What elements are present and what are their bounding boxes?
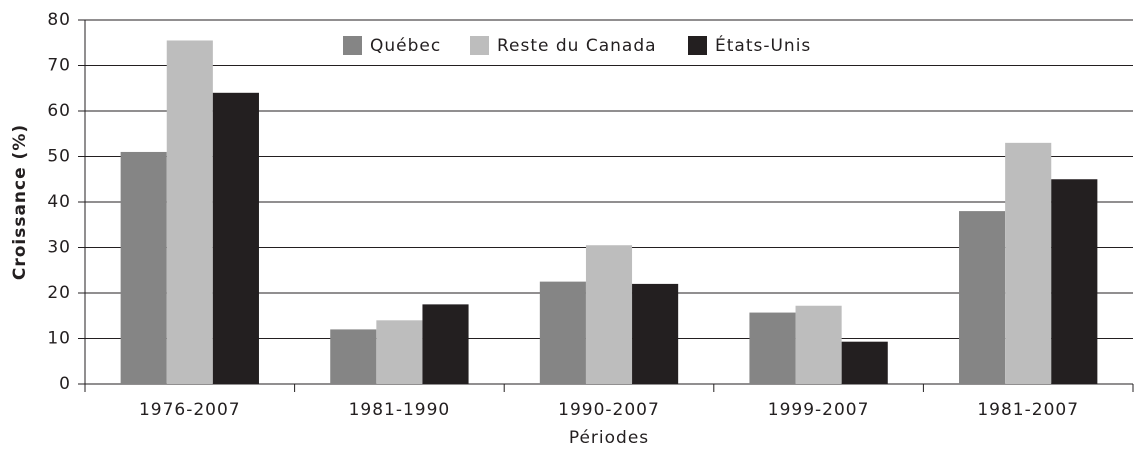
y-tick-label: 0 <box>59 374 71 394</box>
legend-label: Reste du Canada <box>497 36 657 56</box>
y-tick-label: 20 <box>47 283 71 303</box>
y-tick-label: 70 <box>47 56 71 76</box>
x-tick-label: 1990-2007 <box>558 400 660 420</box>
bar <box>841 341 888 384</box>
bar <box>1005 142 1052 384</box>
y-tick-label: 10 <box>47 329 71 349</box>
bar <box>376 320 423 384</box>
bar <box>539 281 586 384</box>
x-tick-label: 1981-1990 <box>349 400 451 420</box>
bar <box>422 304 469 384</box>
legend-background <box>330 30 810 60</box>
bar <box>212 92 259 385</box>
bar <box>120 151 167 384</box>
bar <box>749 312 796 384</box>
x-axis-label: Périodes <box>569 428 649 448</box>
bar <box>585 245 633 384</box>
y-tick-label: 60 <box>47 101 71 121</box>
x-tick-label: 1976-2007 <box>139 400 241 420</box>
legend-label: États-Unis <box>715 34 811 56</box>
y-tick-label: 40 <box>47 192 71 212</box>
bar <box>795 305 842 384</box>
legend-swatch <box>343 36 362 55</box>
bar <box>330 329 377 384</box>
bar <box>959 211 1006 384</box>
legend-swatch <box>688 36 707 55</box>
bar <box>632 283 679 384</box>
legend-swatch <box>470 36 489 55</box>
x-tick-label: 1999-2007 <box>768 400 870 420</box>
y-axis-label: Croissance (%) <box>10 124 30 280</box>
y-tick-label: 80 <box>47 10 71 30</box>
legend-label: Québec <box>370 36 441 56</box>
bar <box>1051 179 1098 384</box>
bar <box>166 40 213 384</box>
y-tick-label: 50 <box>47 147 71 167</box>
y-tick-label: 30 <box>47 238 71 258</box>
x-tick-label: 1981-2007 <box>977 400 1079 420</box>
